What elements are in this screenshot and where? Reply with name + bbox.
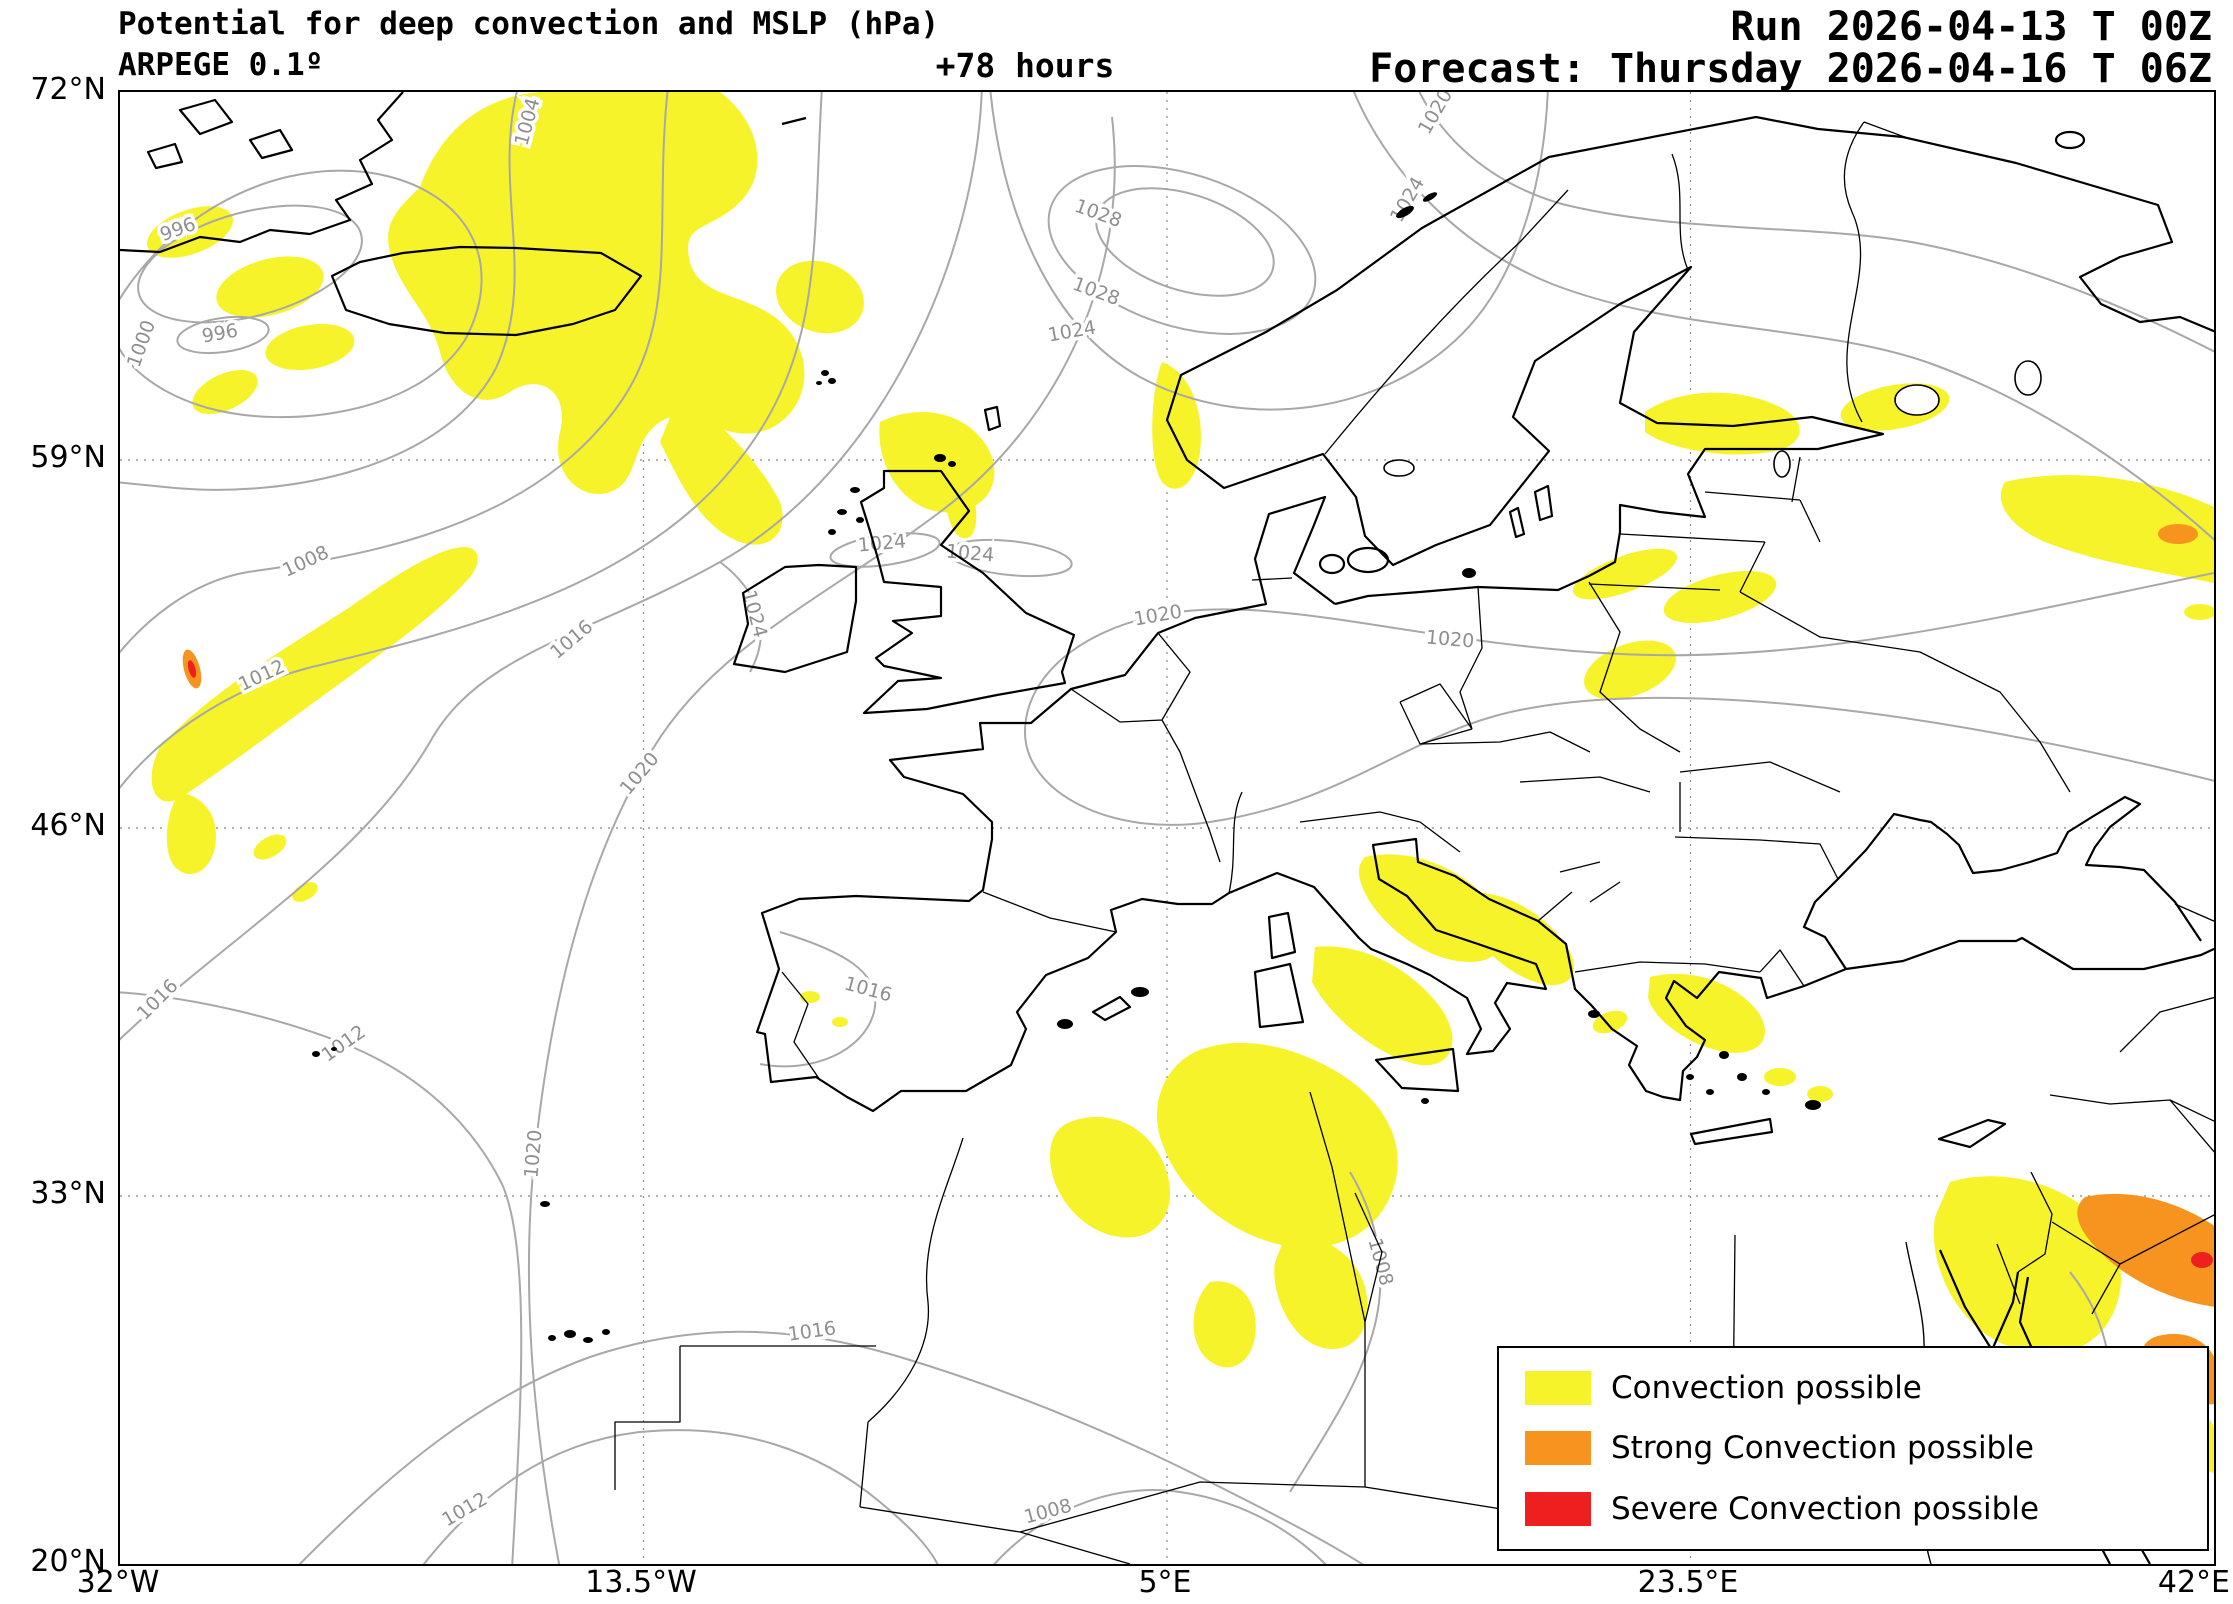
lat-tick-label: 20°N xyxy=(30,1544,106,1579)
isobar-label: 1016 xyxy=(546,616,597,664)
legend-item-convection: Convection possible xyxy=(1525,1370,2207,1406)
legend-item-severe-convection: Severe Convection possible xyxy=(1525,1491,2207,1527)
isobar-label: 996 xyxy=(200,320,240,348)
lon-tick-label: 32°W xyxy=(76,1565,160,1600)
strong-convection-swatch xyxy=(1525,1431,1591,1466)
convection-possible-areas xyxy=(147,92,2214,1474)
lat-tick-label: 72°N xyxy=(30,72,106,107)
isobar-label: 1020 xyxy=(616,748,664,799)
model-label: ARPEGE 0.1º xyxy=(118,47,324,83)
isobar-label: 1012 xyxy=(438,1488,491,1531)
isobar-label: 1008 xyxy=(279,541,332,581)
isobar-label: 1016 xyxy=(786,1317,837,1346)
chart-title: Potential for deep convection and MSLP (… xyxy=(118,6,940,42)
lat-tick-label: 46°N xyxy=(30,808,106,843)
isobar-label: 1024 xyxy=(1046,316,1097,346)
convection-swatch xyxy=(1525,1371,1591,1406)
legend-label: Severe Convection possible xyxy=(1611,1490,2040,1527)
lon-tick-label: 23.5°E xyxy=(1637,1565,1739,1600)
isobar-label: 1008 xyxy=(1364,1236,1398,1288)
isobar-label: 1008 xyxy=(1022,1495,1074,1529)
lakes xyxy=(1383,360,2042,478)
legend-label: Convection possible xyxy=(1611,1370,1922,1407)
isobar-contours xyxy=(120,92,2214,1564)
legend-label: Strong Convection possible xyxy=(1611,1430,2034,1467)
coastlines xyxy=(120,92,2214,1564)
strong-convection-areas xyxy=(182,524,2214,1405)
isobar-label: 1020 xyxy=(1425,626,1475,652)
lead-time-label: +78 hours xyxy=(935,46,1115,85)
isobar-label: 1024 xyxy=(857,530,907,556)
isobar-label: 1000 xyxy=(123,317,160,370)
lon-tick-label: 5°E xyxy=(1138,1565,1192,1600)
isobar-label: 1012 xyxy=(318,1021,370,1067)
isobar-label: 1016 xyxy=(842,973,894,1007)
country-borders xyxy=(614,121,2214,1564)
lon-tick-label: 13.5°W xyxy=(585,1565,697,1600)
lat-tick-label: 33°N xyxy=(30,1176,106,1211)
legend: Convection possible Strong Convection po… xyxy=(1497,1346,2209,1551)
map-plot-area: 996 996 1000 1004 1008 1012 1016 1016 10… xyxy=(118,90,2216,1566)
run-time-label: Run 2026-04-13 T 00Z xyxy=(1730,4,2212,50)
isobar-label: 1024 xyxy=(1386,173,1429,226)
small-islands xyxy=(312,192,1821,1343)
forecast-time-label: Forecast: Thursday 2026-04-16 T 06Z xyxy=(1369,46,2212,92)
isobar-label: 1020 xyxy=(520,1129,546,1179)
severe-convection-areas xyxy=(187,660,2213,1268)
legend-item-strong-convection: Strong Convection possible xyxy=(1525,1430,2207,1466)
isobar-label: 1028 xyxy=(1070,273,1123,310)
lat-tick-label: 59°N xyxy=(30,440,106,475)
isobar-label: 1016 xyxy=(133,975,183,1025)
severe-convection-swatch xyxy=(1525,1491,1591,1526)
lon-tick-label: 42°E xyxy=(2157,1565,2230,1600)
map-svg: 996 996 1000 1004 1008 1012 1016 1016 10… xyxy=(120,92,2214,1564)
isobar-label: 1028 xyxy=(1072,195,1125,232)
graticule-gridlines xyxy=(120,92,2214,1564)
isobar-label: 1020 xyxy=(1414,92,1457,138)
